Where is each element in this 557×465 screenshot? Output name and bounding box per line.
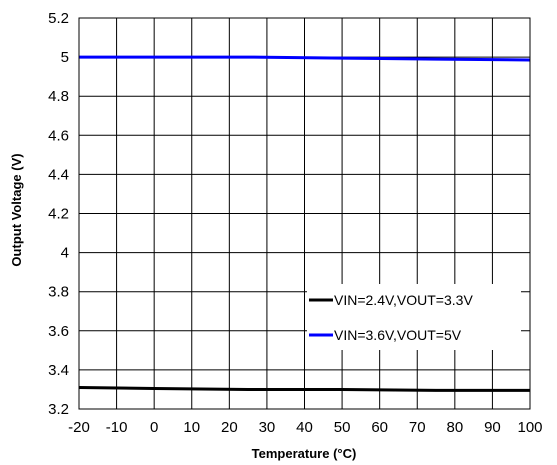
y-tick-label: 3.8	[48, 284, 69, 301]
x-tick-label: -10	[106, 419, 128, 436]
x-axis-label: Temperature (°C)	[252, 446, 357, 461]
y-tick-label: 3.4	[48, 362, 69, 379]
series-line	[78, 386, 530, 392]
x-tick-label: 70	[409, 419, 426, 436]
x-tick-label: -20	[68, 419, 90, 436]
x-tick-label: 50	[334, 419, 351, 436]
y-tick-label: 3.2	[48, 401, 69, 418]
x-tick-label: 30	[259, 419, 276, 436]
legend: VIN=2.4V,VOUT=3.3V VIN=3.6V,VOUT=5V	[307, 284, 521, 350]
x-tick-labels: -20 -10 0 10 20 30 40 50 60 70 80 90 100	[68, 419, 542, 436]
y-tick-label: 4.8	[48, 88, 69, 105]
y-tick-label: 5	[61, 49, 69, 66]
y-tick-label: 4.4	[48, 166, 69, 183]
y-tick-labels: 3.2 3.4 3.6 3.8 4 4.2 4.4 4.6 4.8 5 5.2	[48, 10, 69, 418]
x-tick-label: 80	[446, 419, 463, 436]
legend-label: VIN=2.4V,VOUT=3.3V	[334, 292, 473, 308]
series-layer	[78, 55, 531, 392]
x-tick-label: 40	[296, 419, 313, 436]
y-tick-label: 5.2	[48, 10, 69, 27]
x-tick-label: 90	[484, 419, 501, 436]
plot-frame	[78, 17, 531, 410]
legend-label: VIN=3.6V,VOUT=5V	[334, 327, 462, 343]
y-tick-label: 4.6	[48, 127, 69, 144]
x-tick-label: 100	[517, 419, 542, 436]
x-tick-label: 0	[150, 419, 158, 436]
y-tick-label: 4	[61, 245, 69, 262]
y-axis-label: Output Voltage (V)	[9, 153, 24, 266]
x-tick-label: 10	[183, 419, 200, 436]
y-tick-label: 3.6	[48, 323, 69, 340]
legend-box	[307, 284, 521, 350]
x-tick-label: 20	[221, 419, 238, 436]
series-line	[79, 55, 531, 62]
x-tick-label: 60	[371, 419, 388, 436]
y-tick-label: 4.2	[48, 206, 69, 223]
